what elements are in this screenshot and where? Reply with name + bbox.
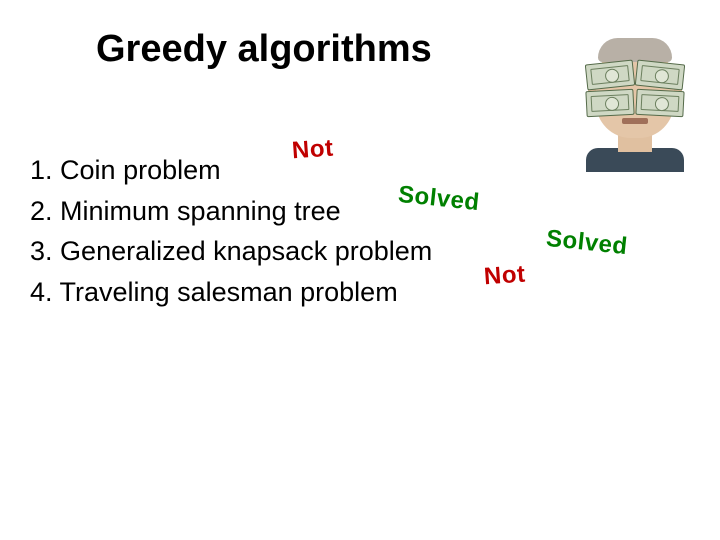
list-item: 1. Coin problem Not <box>30 150 432 191</box>
item-number: 3. <box>30 236 53 266</box>
item-number: 4. <box>30 277 53 307</box>
item-number: 1. <box>30 155 53 185</box>
annotation-solved: Solved <box>396 176 481 220</box>
problem-list: 1. Coin problem Not 2. Minimum spanning … <box>30 150 432 312</box>
annotation-solved: Solved <box>544 221 629 265</box>
money-eyes-image <box>570 18 700 166</box>
item-number: 2. <box>30 196 53 226</box>
annotation-not: Not <box>291 131 335 170</box>
item-text: Traveling salesman problem <box>60 277 398 307</box>
slide-title: Greedy algorithms <box>96 28 432 71</box>
item-text: Minimum spanning tree <box>60 196 341 226</box>
item-text: Coin problem <box>60 155 221 185</box>
list-item: 4. Traveling salesman problem Not <box>30 272 432 313</box>
list-item: 3. Generalized knapsack problem Solved <box>30 231 432 272</box>
annotation-not: Not <box>483 256 527 295</box>
list-item: 2. Minimum spanning tree Solved <box>30 191 432 232</box>
item-text: Generalized knapsack problem <box>60 236 432 266</box>
